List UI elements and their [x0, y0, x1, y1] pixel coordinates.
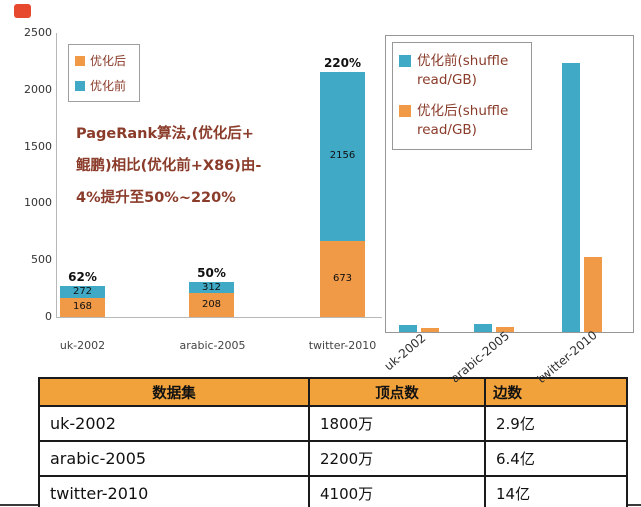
value-label-before: 312: [201, 281, 222, 293]
legend-item-before-shuffle: 优化前(shuffle read/GB): [399, 52, 525, 90]
legend-item-after: 优化后: [75, 52, 133, 69]
blue-swatch-icon: [399, 55, 411, 67]
y-tick-500: 500: [31, 253, 52, 266]
bar-segment-before: 312: [189, 281, 234, 294]
value-label-after: 168: [72, 301, 93, 313]
inset-bar-before: [474, 324, 492, 332]
legend-label-after-shuffle: 优化后(shuffle read/GB): [417, 103, 509, 138]
percent-label: 50%: [197, 265, 226, 280]
y-tick-0: 0: [45, 310, 52, 323]
cell-edges: 14亿: [484, 475, 628, 507]
inset-bar-after: [421, 328, 439, 332]
legend-item-before: 优化前: [75, 77, 133, 94]
annotation-line-3: 4%提升至50%~220%: [76, 190, 236, 206]
percent-label: 62%: [68, 270, 97, 285]
y-tick-2500: 2500: [24, 26, 52, 39]
legend-label-after: 优化后: [90, 54, 127, 68]
x-label-uk-2002: uk-2002: [59, 339, 106, 352]
inset-bar-after: [496, 326, 514, 332]
value-label-after: 673: [332, 272, 353, 284]
value-label-after: 208: [201, 299, 222, 311]
bar-twitter-2010: 220% 2156 673: [320, 56, 365, 317]
inset-legend: 优化前(shuffle read/GB) 优化后(shuffle read/GB…: [392, 42, 532, 150]
cell-vertices: 4100万: [308, 475, 486, 507]
legend-label-before: 优化前: [90, 79, 127, 93]
annotation-line-2: 鲲鹏)相比(优化前+X86)由-: [76, 158, 262, 174]
orange-swatch-icon: [75, 55, 85, 66]
value-label-before: 272: [72, 286, 93, 297]
bar-uk-2002: 62% 272 168: [60, 270, 105, 317]
blue-swatch-icon: [75, 80, 85, 91]
table-row: uk-2002 1800万 2.9亿: [38, 405, 628, 442]
x-axis-line: [56, 317, 382, 318]
dataset-table-container: 数据集 顶点数 边数 uk-2002 1800万 2.9亿 arabic-200…: [38, 377, 628, 507]
y-tick-2000: 2000: [24, 83, 52, 96]
inset-x-label-uk-2002: uk-2002: [381, 330, 429, 374]
bar-segment-before: 272: [60, 286, 105, 298]
cell-vertices: 2200万: [308, 440, 486, 477]
cell-vertices: 1800万: [308, 405, 486, 442]
cell-dataset: twitter-2010: [38, 475, 310, 507]
percent-label: 220%: [323, 56, 362, 70]
inset-bars-uk-2002: [399, 325, 439, 332]
bar-segment-before: 2156: [320, 72, 365, 241]
annotation-line-1: PageRank算法,(优化后+: [76, 126, 254, 142]
bar-segment-after: 168: [60, 297, 105, 317]
shuffle-read-inset-chart: 优化前(shuffle read/GB) 优化后(shuffle read/GB…: [385, 35, 634, 333]
x-label-twitter-2010: twitter-2010: [308, 339, 377, 352]
inset-bar-before: [562, 63, 580, 332]
header-vertices: 顶点数: [308, 377, 486, 407]
dataset-table: 数据集 顶点数 边数 uk-2002 1800万 2.9亿 arabic-200…: [38, 377, 628, 507]
bar-segment-after: 673: [320, 240, 365, 317]
bar-arabic-2005: 50% 312 208: [189, 266, 234, 317]
x-label-arabic-2005: arabic-2005: [179, 339, 246, 352]
legend-label-before-shuffle: 优化前(shuffle read/GB): [417, 53, 509, 88]
cell-edges: 6.4亿: [484, 440, 628, 477]
inset-bar-before: [399, 325, 417, 332]
inset-bars-arabic-2005: [474, 324, 514, 332]
chart-annotation: PageRank算法,(优化后+ 鲲鹏)相比(优化前+X86)由- 4%提升至5…: [76, 118, 281, 214]
y-axis-line: [56, 33, 57, 317]
orange-swatch-icon: [399, 105, 411, 117]
bar-segment-after: 208: [189, 293, 234, 317]
header-edges: 边数: [484, 377, 628, 407]
y-tick-1500: 1500: [24, 140, 52, 153]
legend-item-after-shuffle: 优化后(shuffle read/GB): [399, 102, 525, 140]
table-row: twitter-2010 4100万 14亿: [38, 475, 628, 507]
main-chart-legend: 优化后 优化前: [68, 44, 140, 102]
header-dataset: 数据集: [38, 377, 310, 407]
table-row: arabic-2005 2200万 6.4亿: [38, 440, 628, 477]
value-label-before: 2156: [329, 150, 356, 162]
red-marker-icon: [14, 4, 31, 18]
inset-bar-after: [584, 256, 602, 332]
table-header-row: 数据集 顶点数 边数: [38, 377, 628, 407]
cell-dataset: uk-2002: [38, 405, 310, 442]
cell-edges: 2.9亿: [484, 405, 628, 442]
y-tick-1000: 1000: [24, 196, 52, 209]
inset-bars-twitter-2010: [562, 63, 602, 332]
cell-dataset: arabic-2005: [38, 440, 310, 477]
